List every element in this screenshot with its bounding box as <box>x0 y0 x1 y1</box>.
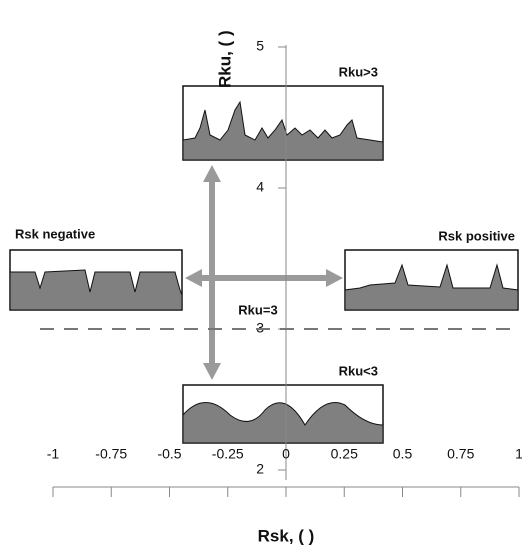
x-tick-label: -0.5 <box>157 446 181 462</box>
y-tick-label: 3 <box>256 320 264 336</box>
panel-label: Rsk positive <box>438 228 515 243</box>
axes: 2 3 4 5 Rku=3 -1 -0.75 -0.5 -0.25 0 0.25 0.5 0.75 1 <box>40 38 522 497</box>
y-tick-label: 4 <box>256 179 264 195</box>
panel-label: Rku>3 <box>339 64 378 79</box>
reference-label: Rku=3 <box>238 302 277 317</box>
panel-rku-low <box>182 384 384 444</box>
x-tick-label: 0.25 <box>331 446 358 462</box>
y-tick-label: 5 <box>256 38 264 54</box>
panel-label: Rku<3 <box>339 363 378 378</box>
x-tick-label: 0.75 <box>447 446 474 462</box>
x-tick-label: 1 <box>515 446 522 462</box>
x-tick-label: -0.25 <box>212 446 244 462</box>
x-tick-label: 0 <box>282 446 290 462</box>
y-tick-label: 2 <box>256 461 264 477</box>
arrows <box>185 165 343 380</box>
y-axis-label: Rku, ( ) <box>215 30 234 88</box>
panel-rku-high <box>182 85 384 161</box>
panel-label: Rsk negative <box>15 226 95 241</box>
panel-rsk-positive <box>344 249 519 311</box>
x-tick-label: -1 <box>47 446 60 462</box>
x-tick-label: -0.75 <box>95 446 127 462</box>
x-axis-label: Rsk, ( ) <box>258 526 315 545</box>
x-tick-label: 0.5 <box>393 446 413 462</box>
panel-rsk-negative <box>9 249 183 311</box>
